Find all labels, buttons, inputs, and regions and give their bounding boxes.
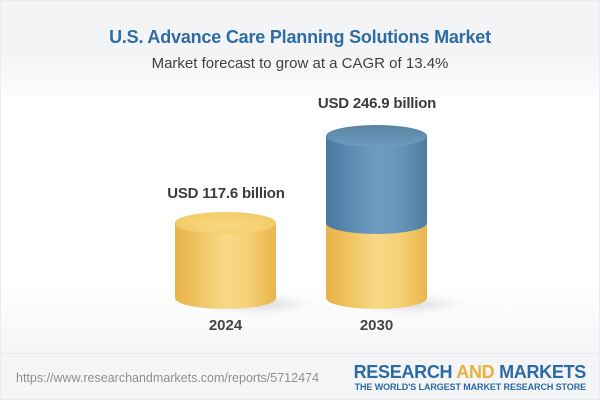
logo-wordmark: RESEARCH AND MARKETS [353,362,587,382]
bar-2030-cylinder-top [326,125,427,147]
report-url: https://www.researchandmarkets.com/repor… [16,370,319,385]
value-label-2030: USD 246.9 billion [317,95,437,112]
chart-title: U.S. Advance Care Planning Solutions Mar… [109,27,491,47]
bar-2030-growth-segment [326,136,427,234]
logo-word-research: RESEARCH [353,362,453,382]
footer: https://www.researchandmarkets.com/repor… [1,353,599,399]
logo-word-and: AND [456,362,495,382]
bar-2030-base-segment [326,223,427,309]
chart-area: USD 246.9 billion USD 117.6 billion 2024… [1,95,599,353]
header: U.S. Advance Care Planning Solutions Mar… [1,1,599,96]
chart-subtitle: Market forecast to grow at a CAGR of 13.… [151,55,449,72]
bar-2024-cylinder [175,223,276,309]
value-label-2024: USD 117.6 billion [167,185,285,202]
axis-label-2024: 2024 [208,317,243,334]
logo-tagline: THE WORLD'S LARGEST MARKET RESEARCH STOR… [354,382,586,392]
axis-label-2030: 2030 [359,317,394,334]
bar-2024-cylinder-top [175,212,276,234]
logo-word-markets: MARKETS [499,362,586,382]
researchandmarkets-logo: RESEARCH AND MARKETS THE WORLD'S LARGEST… [353,362,587,392]
